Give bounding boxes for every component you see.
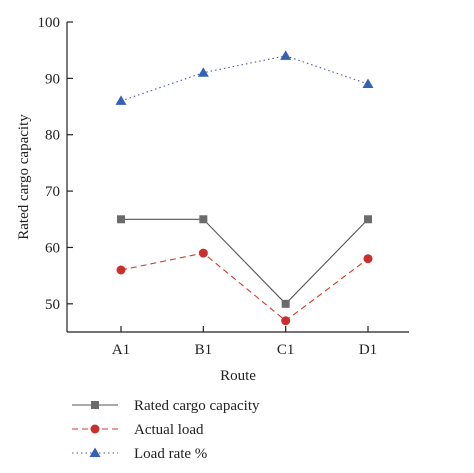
legend-label: Rated cargo capacity bbox=[134, 398, 260, 414]
data-point bbox=[364, 215, 372, 224]
data-point bbox=[281, 299, 290, 308]
data-point bbox=[363, 254, 373, 264]
legend-marker bbox=[91, 401, 99, 409]
chart-axes bbox=[66, 22, 409, 333]
data-point bbox=[116, 265, 126, 275]
data-point bbox=[115, 95, 127, 105]
legend-marker bbox=[89, 447, 101, 457]
data-point bbox=[117, 215, 125, 224]
x-tick-label: C1 bbox=[277, 342, 295, 358]
y-tick-label: 70 bbox=[45, 184, 60, 200]
data-point bbox=[362, 78, 374, 88]
legend-item: Load rate % bbox=[72, 446, 207, 462]
series-line bbox=[120, 252, 369, 322]
x-tick-label: D1 bbox=[359, 342, 377, 358]
legend-label: Actual load bbox=[134, 422, 204, 438]
legend-item: Rated cargo capacity bbox=[72, 398, 260, 414]
y-tick-label: 80 bbox=[45, 128, 60, 144]
x-tick-label: B1 bbox=[195, 342, 213, 358]
legend-label: Load rate % bbox=[134, 446, 207, 462]
series-line bbox=[120, 55, 369, 102]
data-point bbox=[199, 215, 208, 224]
chart-series bbox=[115, 50, 374, 326]
y-tick-label: 50 bbox=[45, 297, 60, 313]
data-point bbox=[280, 50, 292, 60]
legend-item: Actual load bbox=[72, 422, 204, 438]
y-tick-label: 100 bbox=[38, 15, 61, 31]
data-point bbox=[281, 316, 291, 326]
series-0 bbox=[117, 215, 372, 308]
x-tick-label: A1 bbox=[112, 342, 130, 358]
series-1 bbox=[116, 248, 373, 326]
x-axis-title: Route bbox=[220, 368, 256, 384]
data-point bbox=[198, 248, 208, 258]
chart-ticks: 50 60 70 80 90 100 A1 B1 C1 D1 bbox=[38, 15, 378, 358]
legend-marker bbox=[90, 424, 100, 434]
y-axis-title: Rated cargo capacity bbox=[16, 114, 32, 240]
chart-legend: Rated cargo capacity Actual load Load rate… bbox=[72, 398, 260, 462]
y-tick-label: 90 bbox=[45, 71, 60, 87]
data-point bbox=[197, 67, 209, 77]
series-line bbox=[121, 218, 369, 305]
y-tick-label: 60 bbox=[45, 240, 60, 256]
series-2 bbox=[115, 50, 374, 105]
